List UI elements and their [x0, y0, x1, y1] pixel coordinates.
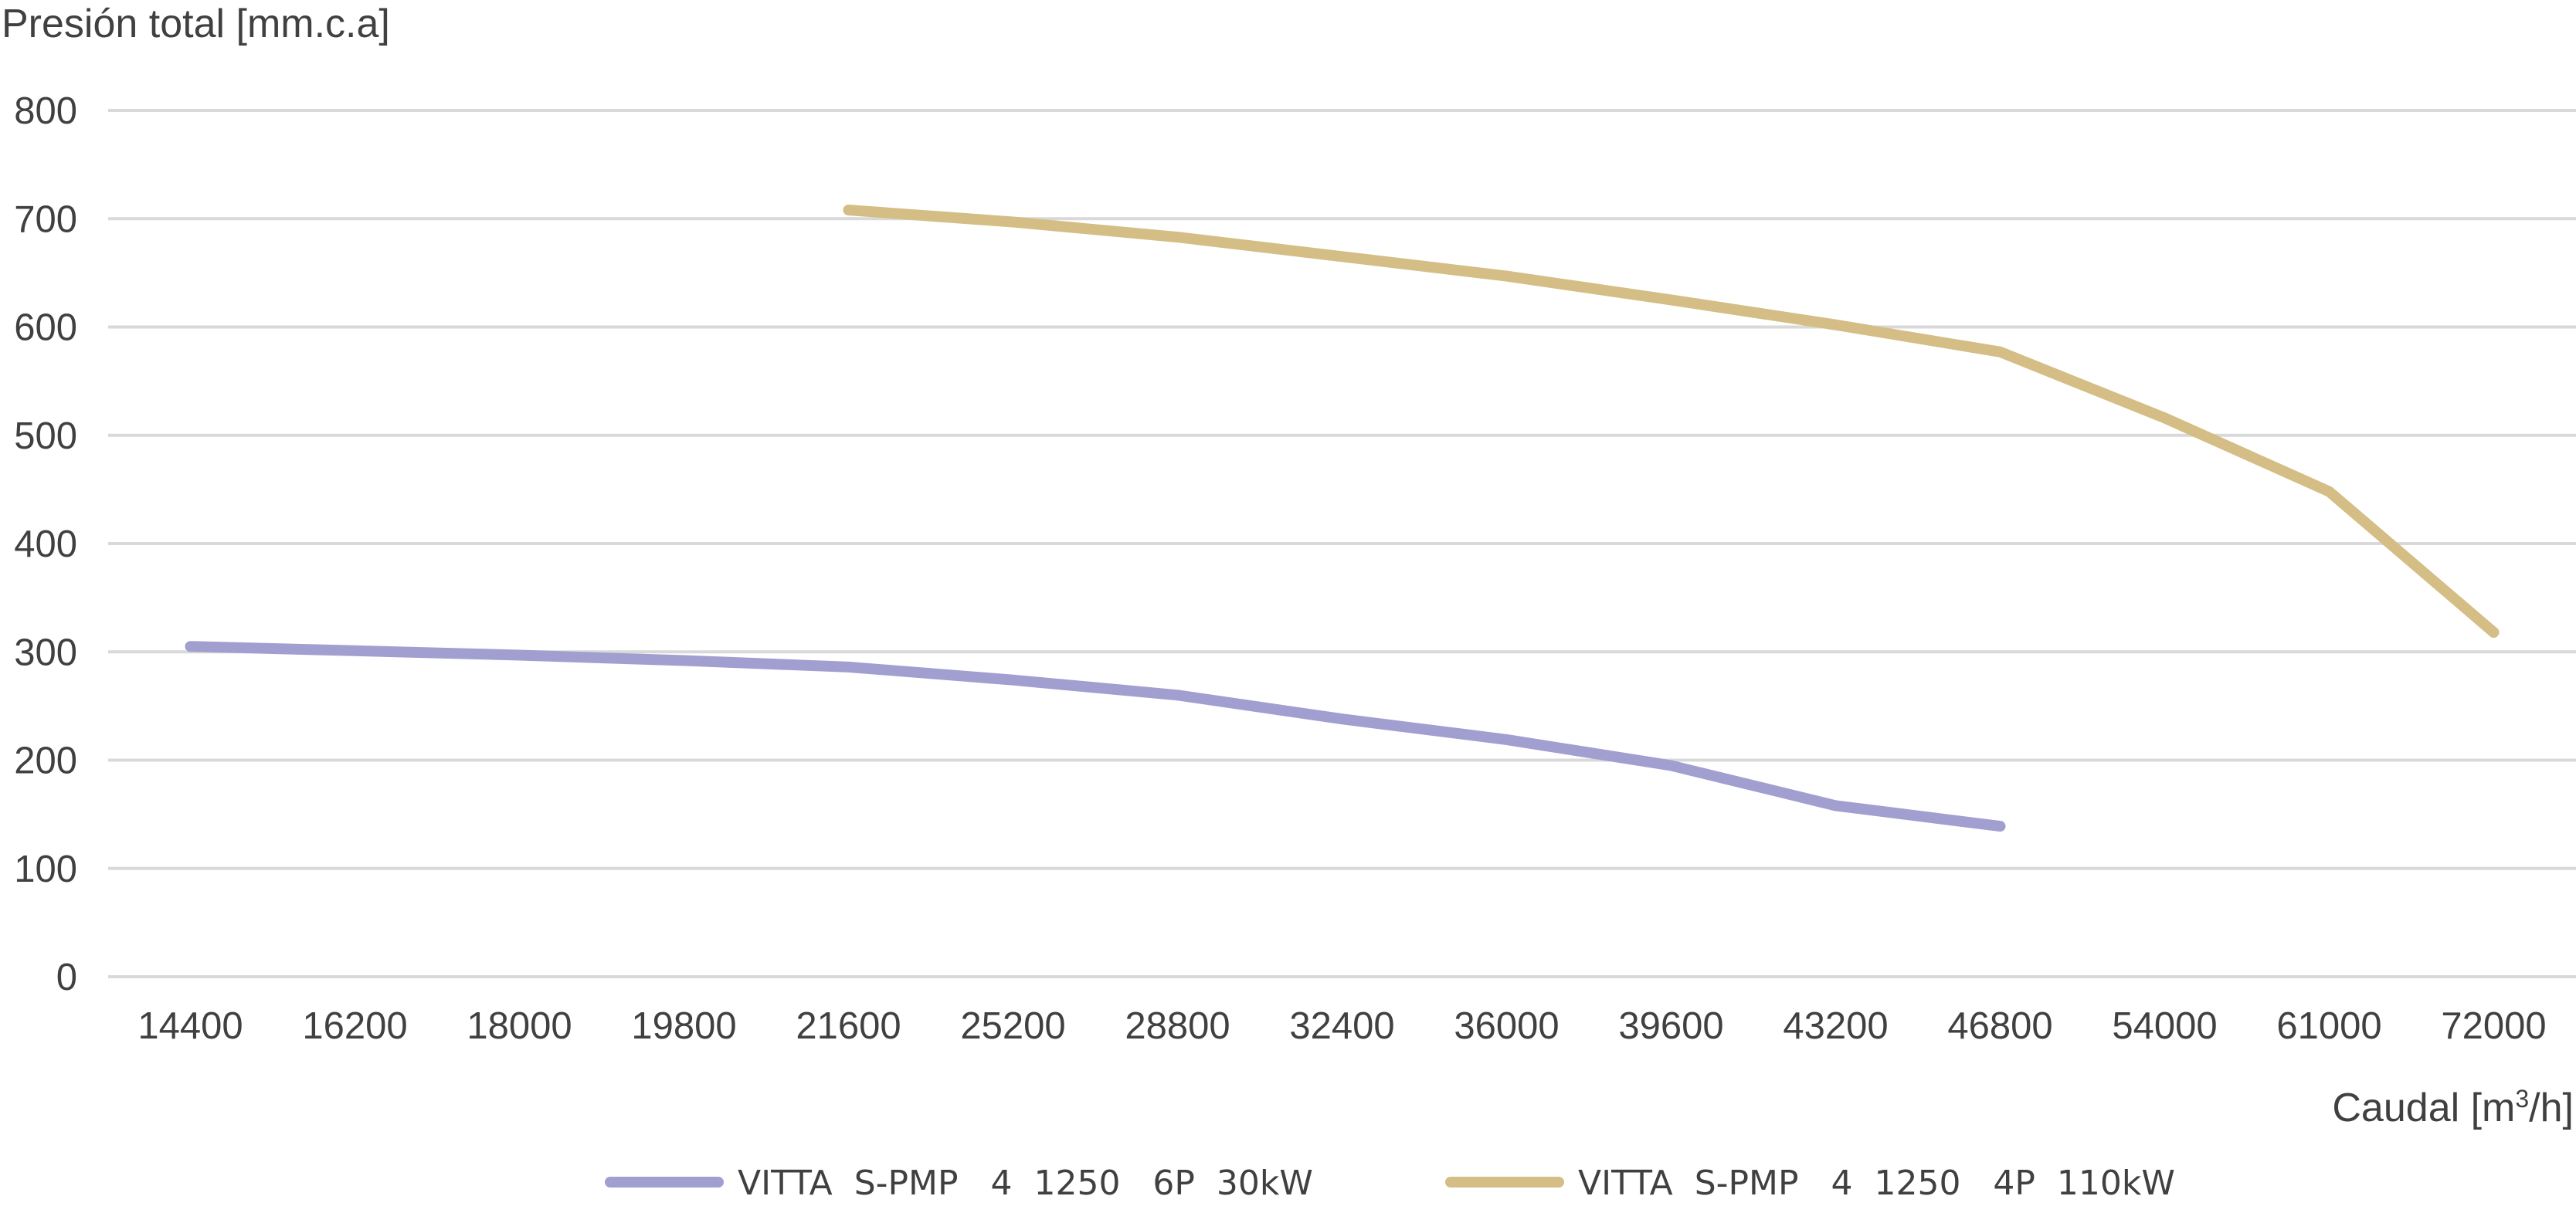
x-tick-label: 16200 [302, 1005, 407, 1047]
y-tick-label: 0 [56, 957, 77, 998]
y-axis-title: Presión total [mm.c.a] [2, 2, 390, 46]
x-tick-label: 43200 [1783, 1005, 1888, 1047]
x-tick-label: 39600 [1618, 1005, 1723, 1047]
y-axis-ticks: 0 100 200 300 400 500 600 700 800 [14, 90, 77, 998]
y-tick-label: 700 [14, 198, 77, 240]
x-axis-title-end: /h] [2529, 1086, 2574, 1130]
x-tick-label: 61000 [2276, 1005, 2381, 1047]
series-line-2 [843, 205, 2500, 638]
series-line-1 [185, 641, 2006, 832]
x-axis-title-superscript: 3 [2515, 1085, 2529, 1113]
legend: VITTA S-PMP 4 1250 6P 30kW VITTA S-PMP 4 … [605, 1164, 2175, 1203]
x-tick-label: 36000 [1454, 1005, 1559, 1047]
gridlines [108, 109, 2576, 978]
legend-label-2: VITTA S-PMP 4 1250 4P 110kW [1578, 1164, 2175, 1203]
y-tick-label: 400 [14, 523, 77, 565]
x-tick-label: 32400 [1289, 1005, 1394, 1047]
y-tick-label: 600 [14, 307, 77, 349]
x-tick-label: 18000 [467, 1005, 572, 1047]
series-lines [185, 205, 2500, 832]
y-tick-label: 100 [14, 849, 77, 890]
x-tick-label: 19800 [631, 1005, 736, 1047]
x-axis-title: Caudal [m3/h] [2332, 1085, 2574, 1130]
x-tick-label: 72000 [2441, 1005, 2546, 1047]
x-tick-label: 21600 [796, 1005, 901, 1047]
x-tick-label: 14400 [137, 1005, 243, 1047]
x-tick-label: 25200 [960, 1005, 1065, 1047]
x-tick-label: 54000 [2112, 1005, 2217, 1047]
x-axis-ticks: 14400 16200 18000 19800 21600 25200 28800 32400… [137, 1005, 2546, 1047]
x-tick-label: 28800 [1125, 1005, 1230, 1047]
y-tick-label: 800 [14, 90, 77, 132]
x-tick-label: 46800 [1947, 1005, 2052, 1047]
y-tick-label: 500 [14, 415, 77, 457]
y-tick-label: 200 [14, 740, 77, 782]
legend-label-1: VITTA S-PMP 4 1250 6P 30kW [738, 1164, 1313, 1203]
y-tick-label: 300 [14, 632, 77, 673]
